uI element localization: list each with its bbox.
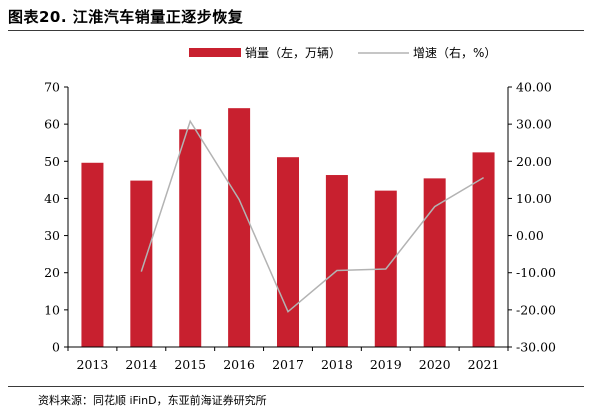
left-tick-label: 0 — [52, 340, 60, 355]
x-tick-label: 2021 — [468, 357, 500, 372]
chart: 销量（左，万辆） 增速（右，%） 0 10 20 30 40 50 60 70 -30.00 -2… — [44, 45, 556, 373]
bar-2014 — [130, 180, 153, 347]
bar-2020 — [423, 178, 446, 347]
x-tick-label: 2015 — [174, 357, 206, 372]
right-tick-label: 0.00 — [516, 228, 544, 243]
right-tick-label: 10.00 — [516, 191, 552, 206]
legend-bar-swatch — [189, 48, 241, 57]
bar-2018 — [325, 175, 348, 347]
right-tick-label: 40.00 — [516, 80, 552, 95]
right-tick-label: -10.00 — [516, 265, 556, 280]
legend-line-label: 增速（右，%） — [413, 45, 496, 60]
source-note: 资料来源：同花顺 iFinD，东亚前海证券研究所 — [38, 394, 267, 407]
plot-area: 0 10 20 30 40 50 60 70 -30.00 -20.00 -10.00 0.00 10.… — [44, 80, 556, 373]
right-tick-label: 20.00 — [516, 154, 552, 169]
right-tick-label: -20.00 — [516, 302, 556, 317]
x-tick-label: 2017 — [272, 357, 304, 372]
right-tick-label: 30.00 — [516, 117, 552, 132]
legend-bar-label: 销量（左，万辆） — [245, 45, 341, 60]
bar-2013 — [81, 162, 104, 347]
source-divider — [8, 386, 584, 387]
bar-2017 — [277, 157, 299, 347]
legend: 销量（左，万辆） 增速（右，%） — [189, 45, 496, 60]
x-tick-label: 2019 — [370, 357, 402, 372]
left-tick-label: 10 — [44, 302, 60, 317]
left-tick-label: 50 — [44, 154, 60, 169]
x-tick-label: 2018 — [321, 357, 353, 372]
x-tick-label: 2016 — [223, 357, 255, 372]
left-tick-label: 60 — [44, 117, 60, 132]
x-tick-label: 2013 — [77, 357, 109, 372]
bar-2016 — [228, 108, 251, 348]
bar-2015 — [179, 129, 202, 347]
right-tick-label: -30.00 — [516, 340, 556, 355]
growth-line — [140, 119, 484, 313]
x-tick-label: 2020 — [419, 357, 451, 372]
figure-title: 图表20. 江淮汽车销量正逐步恢复 — [8, 8, 244, 26]
title-divider — [8, 30, 584, 31]
left-tick-label: 20 — [44, 265, 60, 280]
left-tick-label: 40 — [44, 191, 60, 206]
left-tick-label: 30 — [44, 228, 60, 243]
x-tick-label: 2014 — [125, 357, 157, 372]
bar-2021 — [472, 152, 495, 347]
left-tick-label: 70 — [44, 80, 60, 95]
